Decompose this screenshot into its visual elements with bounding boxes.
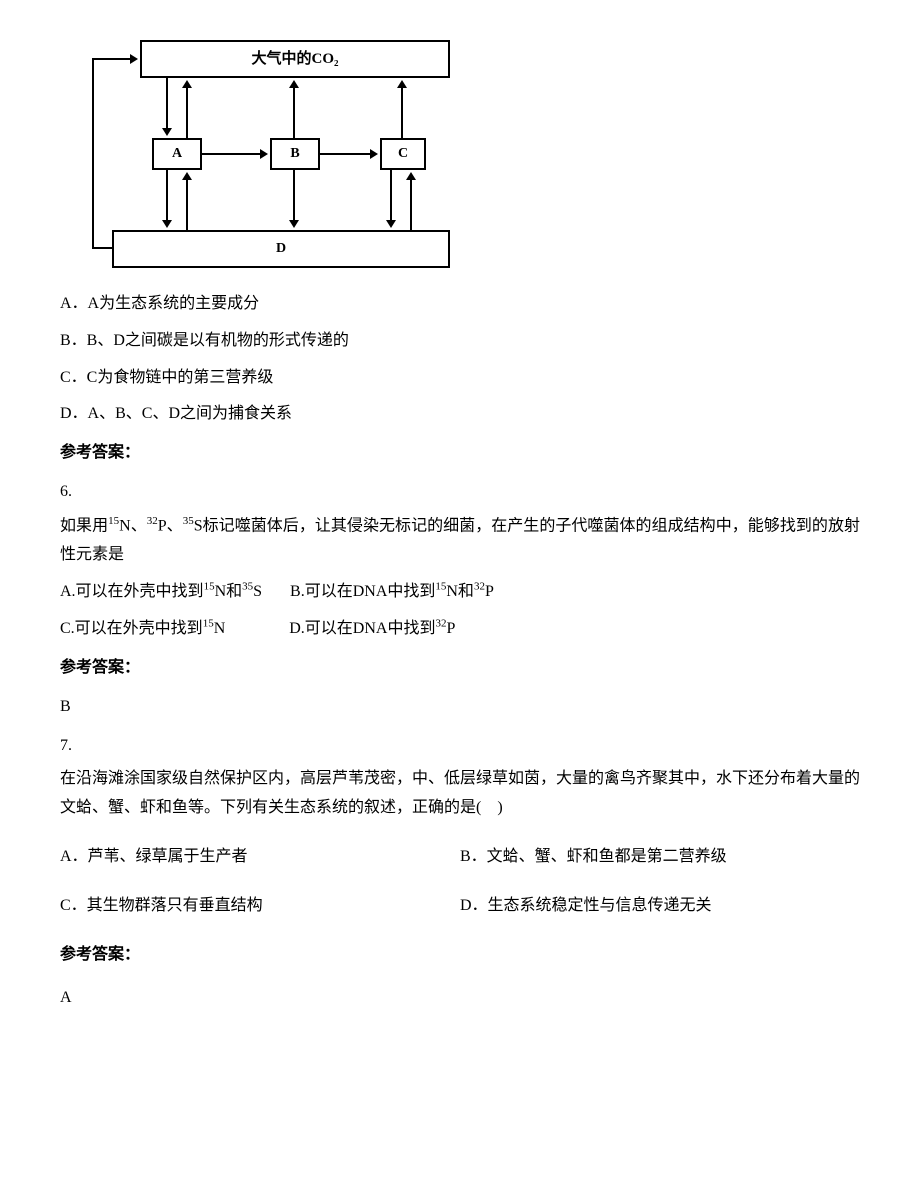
arrow-segment	[320, 153, 372, 155]
q5-option-c: C．C为食物链中的第三营养级	[60, 364, 860, 393]
diagram-box-d: D	[112, 230, 450, 268]
isotope-sup: 15	[203, 618, 214, 630]
q6-option-d: D.可以在DNA中找到32P	[289, 620, 455, 637]
isotope-sup: 15	[108, 515, 119, 527]
box-d-label: D	[276, 236, 286, 261]
q6-text: 如果用15N、32P、35S标记噬菌体后，让其侵染无标记的细菌，在产生的子代噬菌…	[60, 512, 860, 570]
arrow-segment	[202, 153, 262, 155]
q6-answer: B	[60, 693, 860, 722]
arrow-segment	[293, 86, 295, 138]
arrow-head-icon	[397, 80, 407, 88]
diagram-box-b: B	[270, 138, 320, 170]
arrow-segment	[166, 170, 168, 222]
q6-option-c: C.可以在外壳中找到15N	[60, 620, 225, 637]
isotope-sup: 32	[147, 515, 158, 527]
q7-text: 在沿海滩涂国家级自然保护区内，高层芦苇茂密，中、低层绿草如茵，大量的禽鸟齐聚其中…	[60, 765, 860, 823]
q7-option-d: D．生态系统稳定性与信息传递无关	[460, 892, 860, 921]
q7-option-b: B．文蛤、蟹、虾和鱼都是第二营养级	[460, 843, 860, 872]
q6-options-row1: A.可以在外壳中找到15N和35S B.可以在DNA中找到15N和32P	[60, 578, 860, 607]
q7-option-a: A．芦苇、绿草属于生产者	[60, 843, 460, 872]
box-b-label: B	[290, 141, 299, 166]
q7-answer-label: 参考答案：	[60, 941, 860, 970]
isotope-sup: 15	[435, 581, 446, 593]
q7-option-c: C．其生物群落只有垂直结构	[60, 892, 460, 921]
arrow-head-icon	[162, 220, 172, 228]
arrow-segment	[410, 178, 412, 230]
q6-option-a: A.可以在外壳中找到15N和35S	[60, 583, 262, 600]
q7-number: 7.	[60, 732, 860, 761]
q6-number: 6.	[60, 478, 860, 507]
arrow-head-icon	[370, 149, 378, 159]
q6-text-seg: N、	[119, 517, 147, 534]
arrow-segment	[92, 247, 112, 249]
arrow-segment	[166, 78, 168, 130]
q7-options-row2: C．其生物群落只有垂直结构 D．生态系统稳定性与信息传递无关	[60, 892, 860, 921]
arrow-head-icon	[130, 54, 138, 64]
isotope-sup: 32	[474, 581, 485, 593]
isotope-sup: 35	[242, 581, 253, 593]
arrow-segment	[186, 178, 188, 230]
q5-answer-label: 参考答案：	[60, 439, 860, 468]
arrow-segment	[401, 86, 403, 138]
q5-option-d: D．A、B、C、D之间为捕食关系	[60, 400, 860, 429]
q6-text-seg: 如果用	[60, 517, 108, 534]
arrow-head-icon	[289, 220, 299, 228]
arrow-head-icon	[162, 128, 172, 136]
q7-answer: A	[60, 984, 860, 1013]
arrow-segment	[92, 58, 132, 60]
box-a-label: A	[172, 141, 182, 166]
q5-option-a: A．A为生态系统的主要成分	[60, 290, 860, 319]
diagram-box-atmosphere: 大气中的CO₂	[140, 40, 450, 78]
q6-text-seg: S标记噬菌体后，让其侵染无标记的细菌，在产生的子代噬菌体的组成	[194, 517, 684, 534]
q6-options-row2: C.可以在外壳中找到15N D.可以在DNA中找到32P	[60, 615, 860, 644]
arrow-head-icon	[289, 80, 299, 88]
arrow-segment	[293, 170, 295, 222]
diagram-box-a: A	[152, 138, 202, 170]
arrow-segment	[390, 170, 392, 222]
atmosphere-label: 大气中的CO₂	[252, 46, 339, 73]
arrow-head-icon	[182, 80, 192, 88]
q5-option-b: B．B、D之间碳是以有机物的形式传递的	[60, 327, 860, 356]
q6-text-seg: P、	[158, 517, 183, 534]
arrow-head-icon	[406, 172, 416, 180]
isotope-sup: 35	[183, 515, 194, 527]
isotope-sup: 32	[435, 618, 446, 630]
arrow-head-icon	[386, 220, 396, 228]
carbon-cycle-diagram: 大气中的CO₂ A B C D	[80, 40, 860, 270]
arrow-head-icon	[182, 172, 192, 180]
diagram-box-c: C	[380, 138, 426, 170]
arrow-segment	[186, 86, 188, 138]
q6-answer-label: 参考答案：	[60, 654, 860, 683]
arrow-segment	[92, 58, 94, 248]
box-c-label: C	[398, 141, 408, 166]
isotope-sup: 15	[204, 581, 215, 593]
arrow-head-icon	[260, 149, 268, 159]
q6-option-b: B.可以在DNA中找到15N和32P	[290, 583, 494, 600]
q7-options-row1: A．芦苇、绿草属于生产者 B．文蛤、蟹、虾和鱼都是第二营养级	[60, 843, 860, 872]
